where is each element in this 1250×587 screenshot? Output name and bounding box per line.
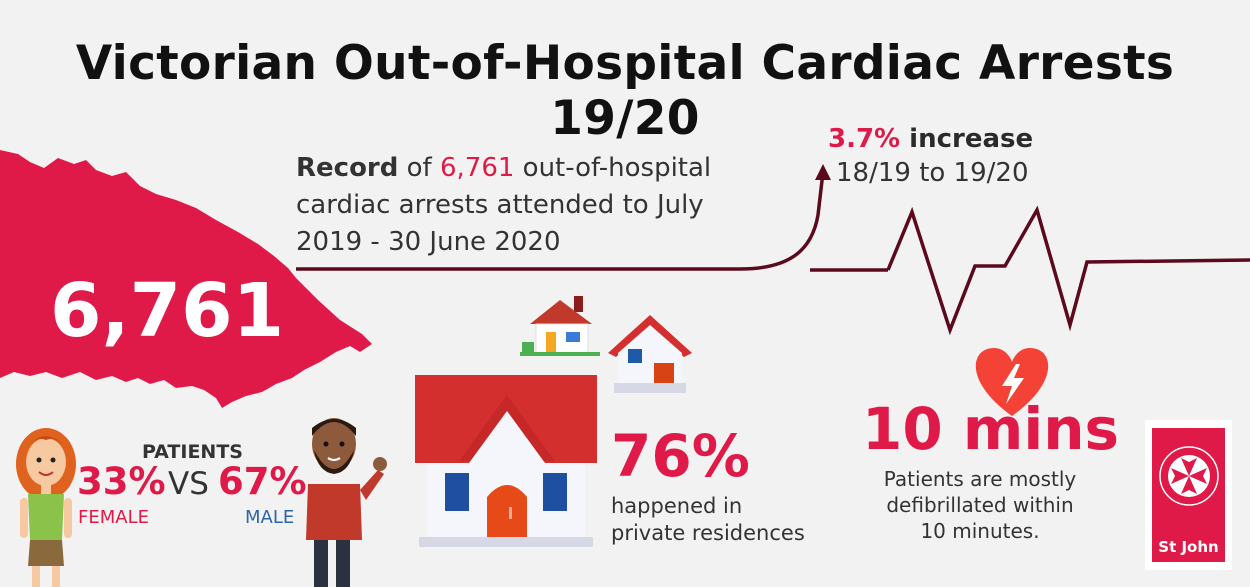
victoria-map [0,150,372,408]
record-description: Record of 6,761 out-of-hospital cardiac … [296,150,766,261]
defib-line3: 10 minutes. [920,519,1040,543]
defib-line1: Patients are mostly [883,467,1077,491]
increase-percent: 3.7% [828,124,901,154]
residence-description: happened in private residences [611,493,805,547]
record-line1: out-of-hospital [514,153,712,183]
increase-period: 18/19 to 19/20 [836,158,1029,188]
defib-time: 10 mins [862,395,1120,463]
increase-label: increase [900,124,1034,154]
page-title: Victorian Out-of-Hospital Cardiac Arrest… [75,36,1175,146]
medium-house-icon [608,315,692,393]
increase-block: 3.7% increase 18/19 to 19/20 [828,122,1033,190]
female-percent: 33% [77,460,166,503]
large-house-icon [415,375,597,547]
male-percent: 67% [218,460,307,503]
small-house-icon [520,296,600,356]
record-number: 6,761 [439,153,515,183]
record-line3: 2019 - 30 June 2020 [296,227,561,257]
male-figure-icon [306,418,387,587]
logo-red-panel: St John [1152,428,1225,562]
female-label: FEMALE [78,507,149,528]
st-john-logo: St John [1145,420,1232,570]
residence-line2: private residences [611,521,805,545]
map-stat: 6,761 [50,268,285,354]
residence-percent: 76% [611,422,750,490]
male-label: MALE [245,507,295,528]
patients-heading: PATIENTS [142,441,243,463]
maltese-cross-icon [1159,446,1219,506]
defib-line2: defibrillated within [886,493,1074,517]
female-figure-icon [16,428,76,587]
record-bold: Record [296,153,399,183]
logo-name: St John [1158,538,1219,556]
residence-line1: happened in [611,494,743,518]
record-pre: of [398,153,440,183]
record-line2: cardiac arrests attended to July [296,190,704,220]
heart-defibrillator-icon [975,348,1049,416]
defib-description: Patients are mostly defibrillated within… [870,466,1090,544]
vs-text: VS [168,466,209,502]
